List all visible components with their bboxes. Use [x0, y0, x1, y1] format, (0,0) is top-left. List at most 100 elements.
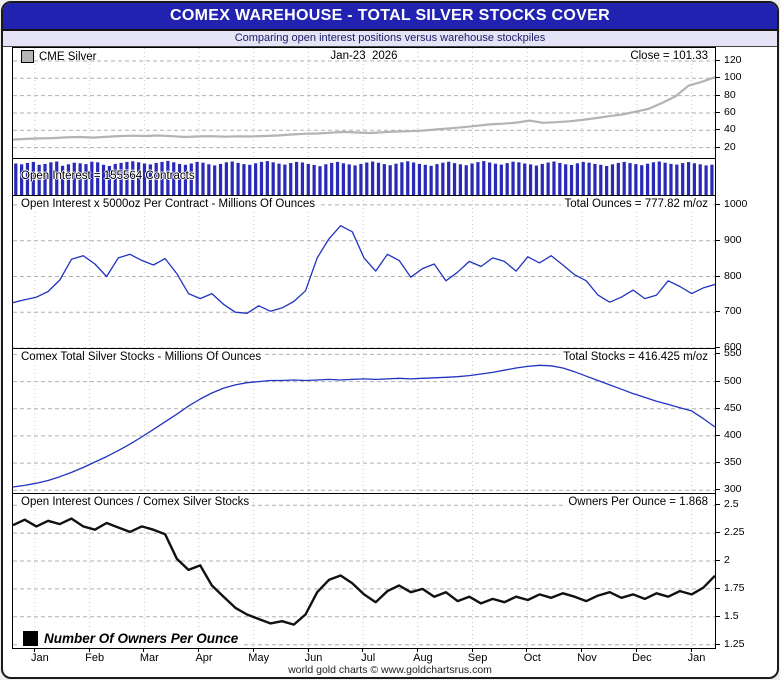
price-close-value: Close = 101.33 — [630, 50, 708, 62]
x-tick-label: Oct — [523, 652, 541, 664]
panel-total-silver-stocks: Comex Total Silver Stocks - Millions Of … — [13, 349, 715, 494]
x-tick-mark — [252, 648, 254, 652]
y-tick-label: 600 — [724, 341, 742, 353]
y-tick-label: 550 — [724, 347, 742, 360]
y-tick-mark — [715, 94, 720, 96]
x-tick-mark — [198, 648, 199, 652]
y-tick-mark — [715, 434, 720, 436]
panel-owners-per-ounce: Open Interest Ounces / Comex Silver Stoc… — [13, 494, 715, 648]
open-interest-ounces-svg — [13, 196, 715, 348]
total-stocks-svg — [13, 349, 715, 493]
y-tick-label: 800 — [724, 269, 742, 282]
y-tick-mark — [715, 353, 720, 355]
x-tick-mark — [690, 648, 692, 652]
y-tick-mark — [715, 462, 720, 464]
y-tick-label: 400 — [724, 428, 742, 441]
y-tick-mark — [715, 311, 720, 313]
y-tick-mark — [715, 239, 720, 241]
owners-series-name: Number Of Owners Per Ounce — [44, 631, 239, 646]
x-tick-mark — [581, 648, 582, 652]
y-tick-label: 1000 — [724, 197, 748, 210]
y-tick-mark — [715, 347, 720, 348]
y-tick-label: 20 — [724, 140, 736, 153]
x-tick-mark — [416, 648, 418, 652]
date-label: Jan-23 2026 — [330, 50, 398, 62]
y-tick-label: 300 — [724, 483, 742, 496]
x-tick-label: Apr — [195, 652, 213, 664]
y-tick-label: 450 — [724, 401, 742, 414]
page-subtitle: Comparing open interest positions versus… — [3, 31, 777, 47]
x-tick-mark — [471, 648, 473, 652]
x-tick-label: Dec — [632, 652, 652, 664]
owners-series-legend: Number Of Owners Per Ounce — [19, 631, 243, 646]
x-tick-label: Feb — [85, 652, 105, 664]
y-tick-label: 700 — [724, 305, 742, 318]
y-tick-label: 500 — [724, 374, 742, 387]
price-chart-svg — [13, 48, 715, 158]
y-tick-label: 60 — [724, 106, 736, 118]
y-tick-label: 2.5 — [724, 498, 739, 511]
y-tick-mark — [715, 146, 720, 148]
x-tick-mark — [362, 648, 364, 652]
y-tick-label: 1.25 — [724, 637, 745, 650]
panel-cme-silver-price: CME Silver Jan-23 2026 Close = 101.33 — [13, 48, 715, 159]
x-tick-mark — [143, 648, 145, 652]
x-tick-mark — [33, 648, 35, 652]
x-tick-mark — [526, 648, 528, 652]
total-stocks-value: Total Stocks = 416.425 m/oz — [560, 351, 711, 363]
y-tick-mark — [715, 504, 720, 506]
y-tick-mark — [715, 643, 720, 645]
oi-ounces-total: Total Ounces = 777.82 m/oz — [561, 198, 711, 210]
x-tick-label: Jan — [687, 652, 706, 664]
y-tick-mark — [715, 587, 720, 589]
y-tick-label: 1.5 — [724, 609, 739, 622]
x-tick-label: Mar — [139, 652, 159, 664]
plot-area: CME Silver Jan-23 2026 Close = 101.33 Op… — [12, 47, 716, 649]
y-tick-mark — [715, 560, 720, 561]
copyright-footer: world gold charts © www.goldchartsrus.co… — [288, 664, 492, 676]
y-tick-mark — [715, 112, 720, 113]
y-tick-mark — [715, 60, 720, 61]
owners-per-ounce-value: Owners Per Ounce = 1.868 — [565, 496, 711, 508]
total-stocks-label: Comex Total Silver Stocks - Millions Of … — [18, 351, 265, 363]
owners-series-swatch-icon — [23, 631, 38, 646]
panel-open-interest-ounces: Open Interest x 5000oz Per Contract - Mi… — [13, 196, 715, 349]
right-axis-labels: 20 40 60 80 100 120 600 700 800 900 1000 300 350 400 4… — [715, 47, 777, 650]
owners-per-ounce-svg — [13, 494, 715, 648]
x-tick-label: Aug — [413, 652, 433, 664]
price-legend: CME Silver — [18, 50, 100, 63]
x-tick-label: May — [248, 652, 270, 664]
y-tick-mark — [715, 77, 720, 79]
owners-ratio-label: Open Interest Ounces / Comex Silver Stoc… — [18, 496, 253, 508]
x-tick-mark — [635, 648, 637, 652]
y-tick-label: 2.25 — [724, 526, 745, 539]
x-tick-mark — [88, 648, 90, 652]
y-tick-label: 900 — [724, 233, 742, 246]
open-interest-label: Open Interest = 155564 Contracts — [21, 170, 195, 182]
y-tick-mark — [715, 407, 720, 409]
x-tick-label: Jan — [31, 652, 49, 664]
y-tick-mark — [715, 275, 720, 277]
y-tick-label: 2 — [724, 554, 730, 566]
x-tick-label: Nov — [577, 652, 597, 664]
x-tick-label: Sep — [467, 652, 488, 664]
y-tick-label: 80 — [724, 88, 736, 101]
y-tick-mark — [715, 129, 720, 131]
y-tick-label: 350 — [724, 456, 742, 469]
month-axis: Jan Feb Mar Apr May Jun Jul Aug Sep Oct Nov Dec Jan — [3, 648, 777, 665]
oi-ounces-label: Open Interest x 5000oz Per Contract - Mi… — [18, 198, 319, 210]
y-tick-label: 1.75 — [724, 581, 745, 594]
y-tick-mark — [715, 489, 720, 491]
x-tick-label: Jun — [304, 652, 323, 664]
x-tick-mark — [307, 648, 309, 652]
y-tick-mark — [715, 615, 720, 617]
price-series-swatch-icon — [21, 50, 34, 63]
y-tick-mark — [715, 380, 720, 382]
price-series-name: CME Silver — [39, 50, 97, 63]
page-title: COMEX WAREHOUSE - TOTAL SILVER STOCKS CO… — [3, 3, 777, 31]
y-tick-label: 40 — [724, 123, 736, 136]
panel-open-interest-bars: Open Interest = 155564 Contracts — [13, 159, 715, 196]
y-tick-mark — [715, 203, 720, 205]
y-tick-label: 120 — [724, 54, 742, 66]
